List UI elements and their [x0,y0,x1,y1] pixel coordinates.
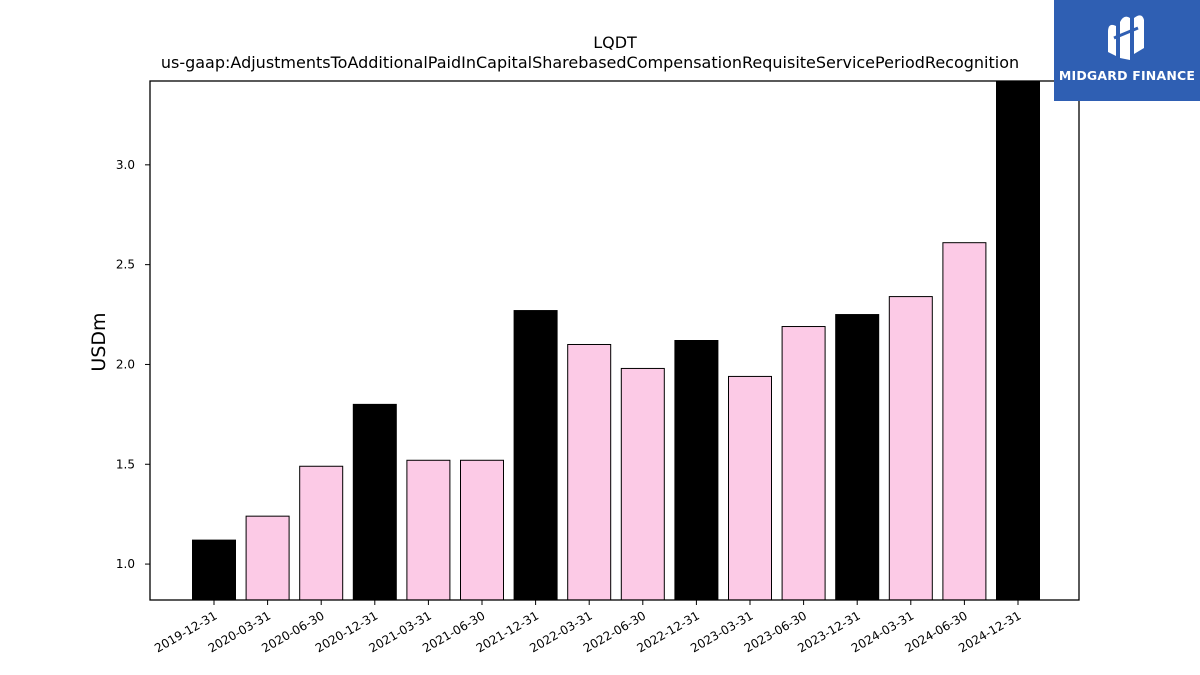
y-axis: 1.0 1.5 2.0 2.5 3.0 [116,158,150,571]
y-axis-label: USDm [88,312,110,371]
y-tick-label: 2.0 [116,357,135,371]
bar-2021-03-31 [406,459,451,601]
bar-2020-06-30 [299,465,344,601]
y-tick-label: 1.0 [116,557,135,571]
y-tick-label: 3.0 [116,158,135,172]
bar-2020-12-31 [352,403,397,601]
bar-2024-03-31 [888,296,933,601]
y-tick-label: 1.5 [116,457,135,471]
bars-group [192,80,1040,601]
chart-subtitle: us-gaap:AdjustmentsToAdditionalPaidInCap… [161,53,1019,72]
bar-2022-03-31 [567,343,612,601]
midgard-finance-logo: MIDGARD FINANCE [1054,0,1200,101]
chart-title: LQDT [593,33,637,52]
bar-2019-12-31 [192,539,236,601]
bar-2021-06-30 [460,459,504,601]
bar-2024-12-31 [996,80,1040,601]
plot-frame [149,80,1080,601]
bar-2022-06-30 [620,367,665,601]
midgard-logo-icon [1108,15,1144,61]
y-tick-label: 2.5 [116,258,135,272]
bar-2023-12-31 [835,314,880,601]
x-axis: 2019-12-312020-03-312020-06-302020-12-31… [152,600,1024,655]
bar-2020-03-31 [245,515,290,601]
bar-2024-06-30 [942,242,987,601]
logo-text: MIDGARD FINANCE [1058,68,1196,83]
bar-2023-03-31 [728,375,772,601]
bar-2021-12-31 [513,310,558,601]
bar-2023-06-30 [781,326,826,601]
bar-2022-12-31 [674,340,719,601]
